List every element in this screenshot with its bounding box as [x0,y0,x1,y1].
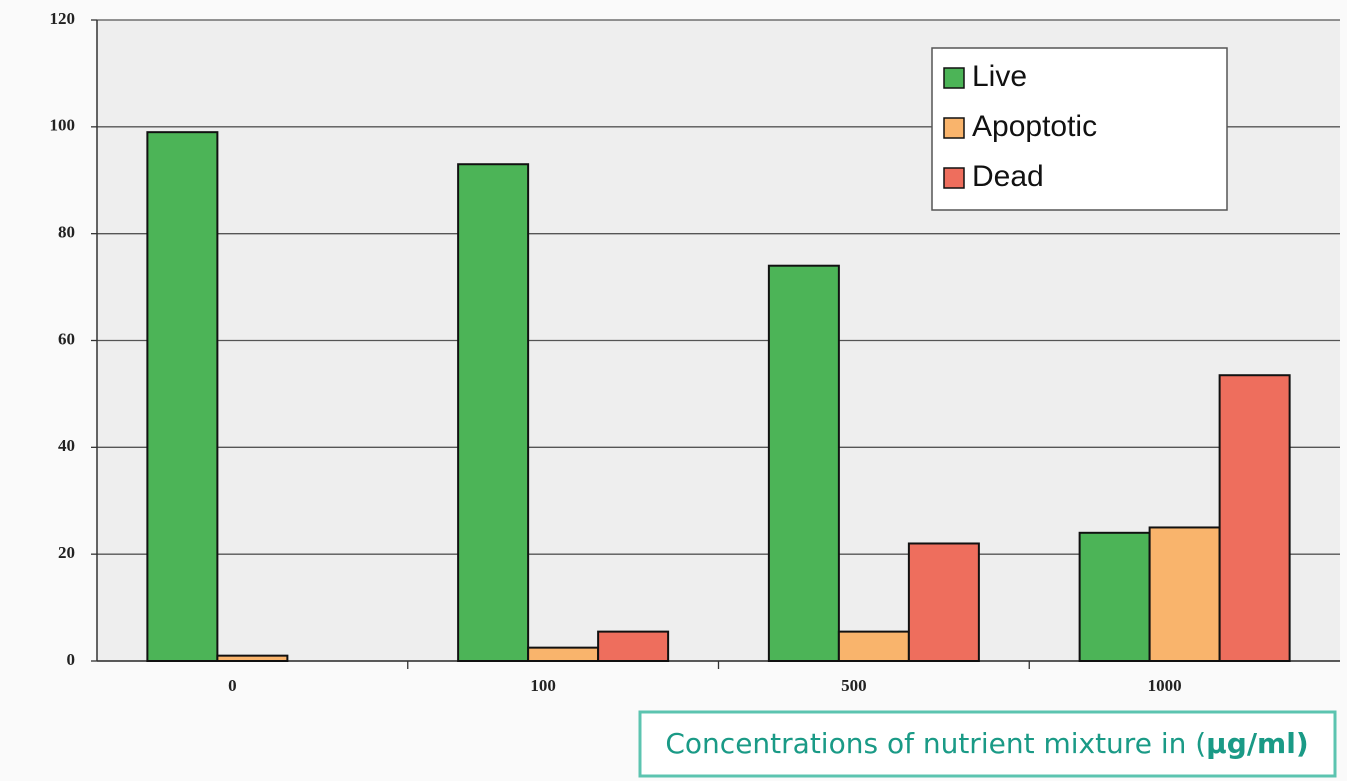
legend-box [931,47,1228,211]
legend-label: Apoptotic [972,110,1097,143]
legend-swatch [943,67,965,89]
legend-swatch [943,167,965,189]
y-tick-label: 0 [67,650,76,669]
bar [1218,374,1291,662]
legend-label: Live [972,60,1027,93]
bar [216,654,289,662]
bar [457,163,530,662]
x-tick-label: 0 [228,676,237,695]
bar [1148,526,1221,662]
x-label-text: Concentrations of nutrient mixture in ( [665,727,1206,760]
legend: Live Apoptotic Dead [931,47,1228,211]
x-tick-label: 1000 [1148,676,1182,695]
y-tick-label: 120 [50,9,76,28]
legend-label: Dead [972,160,1044,193]
x-label-unit: µg/ml) [1206,727,1308,760]
y-tick-label: 80 [58,223,75,242]
legend-swatch [943,117,965,139]
y-tick-label: 60 [58,329,75,348]
bar [1078,531,1151,662]
bar [767,264,840,662]
x-axis-label: Concentrations of nutrient mixture in (µ… [665,727,1308,760]
y-tick-label: 20 [58,543,75,562]
bar [837,630,910,663]
y-tick-label: 40 [58,436,75,455]
bar [146,131,219,663]
y-tick-label: 100 [50,116,76,135]
bar [907,542,980,663]
x-tick-label: 500 [841,676,867,695]
x-label-box [638,710,1337,778]
x-tick-label: 100 [530,676,556,695]
bar [597,630,670,663]
bar [527,646,600,662]
